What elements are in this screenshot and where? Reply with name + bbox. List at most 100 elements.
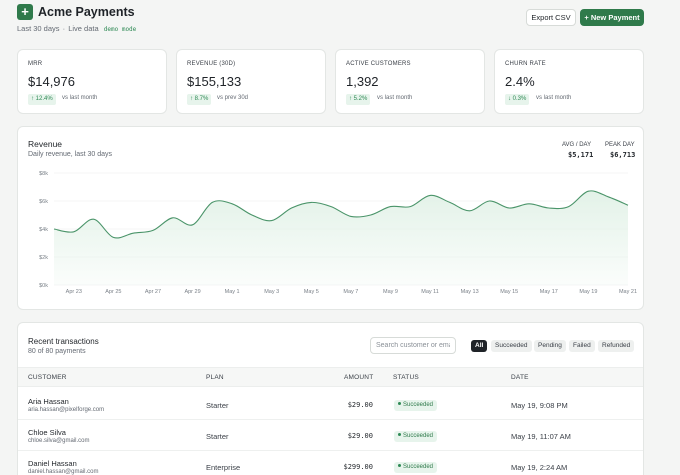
kpi-comparison-note: vs last month [62, 95, 98, 101]
kpi-comparison-note: vs last month [377, 95, 413, 101]
date-range-text: Last 30 days [17, 24, 60, 33]
export-csv-button[interactable]: Export CSV [526, 9, 576, 26]
y-tick-label: $8k [39, 171, 48, 177]
revenue-title: Revenue [28, 139, 63, 149]
filter-failed-button[interactable]: Failed [569, 340, 595, 352]
revenue-subtitle: Daily revenue, last 30 days [28, 151, 113, 158]
amount-cell: $29.00 [347, 401, 373, 409]
page-header: + Acme Payments Last 30 days · Live data… [17, 4, 644, 34]
x-tick-label: Apr 27 [145, 289, 161, 295]
kpi-card-revenue: Revenue (30d) $155,133 ↑ 8.7% vs prev 30… [176, 49, 326, 114]
kpi-delta-badge: ↑ 12.4% [28, 94, 56, 105]
kpi-value: 2.4% [505, 74, 535, 89]
x-tick-label: May 7 [343, 289, 358, 295]
status-dot-icon [398, 402, 401, 406]
table-row[interactable]: Chloe Silva chloe.silva@gmail.com Starte… [18, 420, 643, 451]
kpi-delta-badge: ↑ 5.2% [346, 94, 371, 105]
avg-per-day-value: $5,171 [568, 151, 594, 159]
table-header: Customer Plan Amount Status Date [18, 367, 643, 387]
x-tick-label: Apr 29 [184, 289, 200, 295]
demo-mode-badge: demo mode [103, 26, 137, 33]
kpi-comparison-note: vs prev 30d [217, 95, 249, 101]
status-label: Succeeded [403, 464, 434, 470]
plan-cell: Starter [206, 401, 229, 410]
y-tick-label: $6k [39, 199, 48, 205]
subtitle-separator: · [62, 24, 66, 33]
kpi-value: $155,133 [187, 74, 242, 89]
status-badge: Succeeded [394, 400, 438, 411]
app-title: Acme Payments [38, 5, 135, 19]
kpi-value: 1,392 [346, 74, 379, 89]
kpi-card-active-customers: Active customers 1,392 ↑ 5.2% vs last mo… [335, 49, 485, 114]
filter-all-button[interactable]: All [471, 340, 488, 352]
column-header-date[interactable]: Date [511, 374, 529, 381]
header-subtitle: Last 30 days · Live data demo mode [17, 24, 136, 33]
x-tick-label: May 11 [421, 289, 439, 295]
logo-plus-icon: + [17, 4, 33, 20]
x-tick-label: Apr 25 [105, 289, 121, 295]
kpi-delta-badge: ↑ 8.7% [187, 94, 212, 105]
date-cell: May 19, 9:08 PM [511, 401, 568, 410]
customer-email: daniel.hassan@gmail.com [28, 469, 99, 475]
y-tick-label: $0k [39, 283, 48, 289]
transactions-count: 80 of 80 payments [28, 348, 86, 355]
status-badge: Succeeded [394, 431, 438, 442]
y-tick-label: $4k [39, 227, 48, 233]
kpi-label: MRR [28, 61, 43, 67]
x-tick-label: May 17 [540, 289, 558, 295]
x-tick-label: Apr 23 [66, 289, 82, 295]
status-label: Succeeded [403, 433, 434, 439]
revenue-area-fill [54, 190, 628, 285]
x-tick-label: May 3 [264, 289, 279, 295]
x-tick-label: May 1 [225, 289, 240, 295]
status-dot-icon [398, 433, 401, 437]
new-payment-button[interactable]: + New Payment [580, 9, 644, 26]
filter-pending-button[interactable]: Pending [534, 340, 566, 352]
revenue-series-line [53, 190, 629, 239]
avg-per-day-label: AVG / DAY [562, 142, 592, 148]
filter-succeeded-button[interactable]: Succeeded [491, 340, 532, 352]
transactions-title: Recent transactions [28, 337, 99, 346]
kpi-value: $14,976 [28, 74, 75, 89]
column-header-customer[interactable]: Customer [28, 374, 67, 381]
status-badge: Succeeded [394, 462, 438, 473]
amount-cell: $29.00 [347, 432, 373, 440]
column-header-status[interactable]: Status [393, 374, 419, 381]
x-tick-label: May 19 [579, 289, 597, 295]
kpi-card-mrr: MRR $14,976 ↑ 12.4% vs last month [17, 49, 167, 114]
search-input[interactable] [370, 337, 456, 354]
x-tick-label: May 13 [461, 289, 479, 295]
x-tick-label: May 9 [383, 289, 398, 295]
amount-cell: $299.00 [343, 463, 373, 471]
kpi-label: Revenue (30d) [187, 61, 236, 67]
y-tick-label: $2k [39, 255, 48, 261]
transactions-card: Recent transactions 80 of 80 payments Al… [17, 322, 644, 475]
plan-cell: Starter [206, 432, 229, 441]
plan-cell: Enterprise [206, 463, 241, 472]
peak-day-value: $6,713 [610, 151, 636, 159]
x-tick-label: May 5 [304, 289, 319, 295]
filter-refunded-button[interactable]: Refunded [598, 340, 635, 352]
column-header-plan[interactable]: Plan [206, 374, 224, 381]
kpi-card-churn-rate: Churn rate 2.4% ↓ 0.3% vs last month [494, 49, 644, 114]
date-cell: May 19, 11:07 AM [511, 432, 571, 441]
customer-name: Daniel Hassan [28, 459, 77, 468]
customer-email: chloe.silva@gmail.com [28, 438, 90, 444]
status-label: Succeeded [403, 402, 434, 408]
kpi-label: Churn rate [505, 61, 546, 67]
date-cell: May 19, 2:24 AM [511, 463, 568, 472]
peak-day-label: PEAK DAY [605, 142, 635, 148]
x-tick-label: May 15 [500, 289, 518, 295]
status-dot-icon [398, 464, 401, 468]
table-row[interactable]: Aria Hassan aria.hassan@pixelforge.com S… [18, 389, 643, 420]
revenue-area-chart: $0k $2k $4k $6k $8k Apr 23 Apr 25 Apr 27 Apr 29 M… [39, 171, 637, 295]
column-header-amount[interactable]: Amount [344, 374, 374, 381]
kpi-delta-badge: ↓ 0.3% [505, 94, 530, 105]
live-data-text: Live data [68, 24, 99, 33]
table-row[interactable]: Daniel Hassan daniel.hassan@gmail.com En… [18, 451, 643, 475]
x-tick-label: May 21 [619, 289, 637, 295]
revenue-card: Revenue Daily revenue, last 30 days AVG … [17, 126, 644, 310]
customer-name: Chloe Silva [28, 428, 66, 437]
customer-email: aria.hassan@pixelforge.com [28, 407, 105, 413]
kpi-comparison-note: vs last month [536, 95, 572, 101]
